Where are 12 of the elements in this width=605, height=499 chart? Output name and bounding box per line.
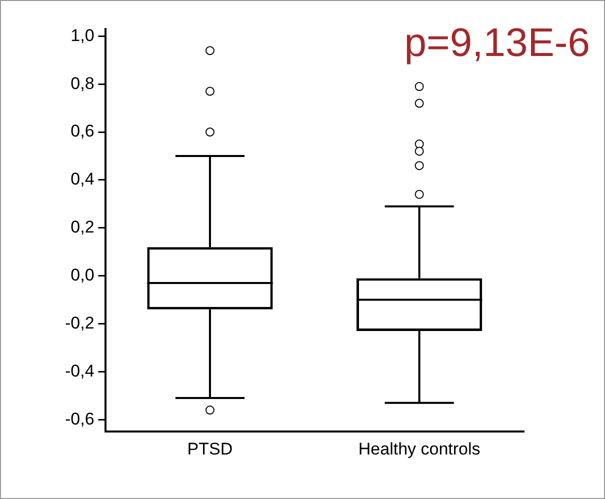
y-tick-label: 0,4 <box>70 170 94 189</box>
y-tick-label: -0,4 <box>64 361 94 380</box>
x-tick-label: PTSD <box>187 439 233 458</box>
y-tick-label: -0,6 <box>64 409 94 428</box>
x-tick-label: Healthy controls <box>358 439 480 458</box>
y-tick-label: 0,2 <box>70 218 94 237</box>
annotation: p=9,13E-6 <box>404 21 590 66</box>
y-tick-label: 1,0 <box>70 26 94 45</box>
y-tick-label: -0,2 <box>64 313 94 332</box>
y-tick-label: 0,6 <box>70 122 94 141</box>
y-tick-label: 0,0 <box>70 266 94 285</box>
y-tick-label: 0,8 <box>70 74 94 93</box>
